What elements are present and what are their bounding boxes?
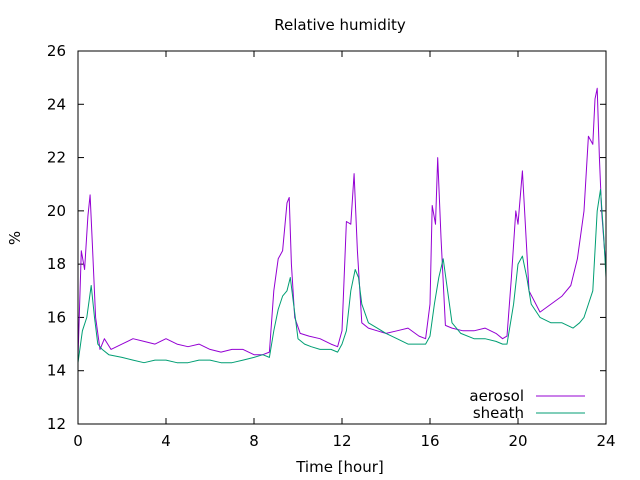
y-tick-label: 14	[47, 362, 66, 380]
y-tick-label: 26	[47, 42, 66, 60]
legend-label: sheath	[473, 404, 524, 422]
y-tick-label: 16	[47, 308, 66, 326]
x-tick-label: 12	[332, 432, 351, 450]
y-tick-label: 24	[47, 95, 66, 113]
x-tick-label: 0	[73, 432, 83, 450]
y-tick-label: 18	[47, 255, 66, 273]
series-line-aerosol	[77, 87, 607, 358]
x-tick-label: 4	[161, 432, 171, 450]
series-line-sheath	[77, 189, 607, 364]
x-tick-label: 16	[420, 432, 439, 450]
axis-ticks: 0 4 8 12 16 20 24 12 14 16 18 20 22 24 26	[47, 42, 616, 450]
x-tick-label: 8	[249, 432, 259, 450]
plot-frame	[77, 50, 607, 425]
x-axis-label: Time [hour]	[295, 458, 384, 476]
y-tick-label: 20	[47, 202, 66, 220]
legend-label: aerosol	[469, 387, 524, 405]
x-tick-label: 20	[508, 432, 527, 450]
x-tick-label: 24	[596, 432, 615, 450]
y-tick-label: 12	[47, 415, 66, 433]
chart-title: Relative humidity	[274, 16, 406, 34]
y-axis-label: %	[6, 231, 24, 245]
series-layer	[77, 87, 607, 364]
y-tick-label: 22	[47, 149, 66, 167]
